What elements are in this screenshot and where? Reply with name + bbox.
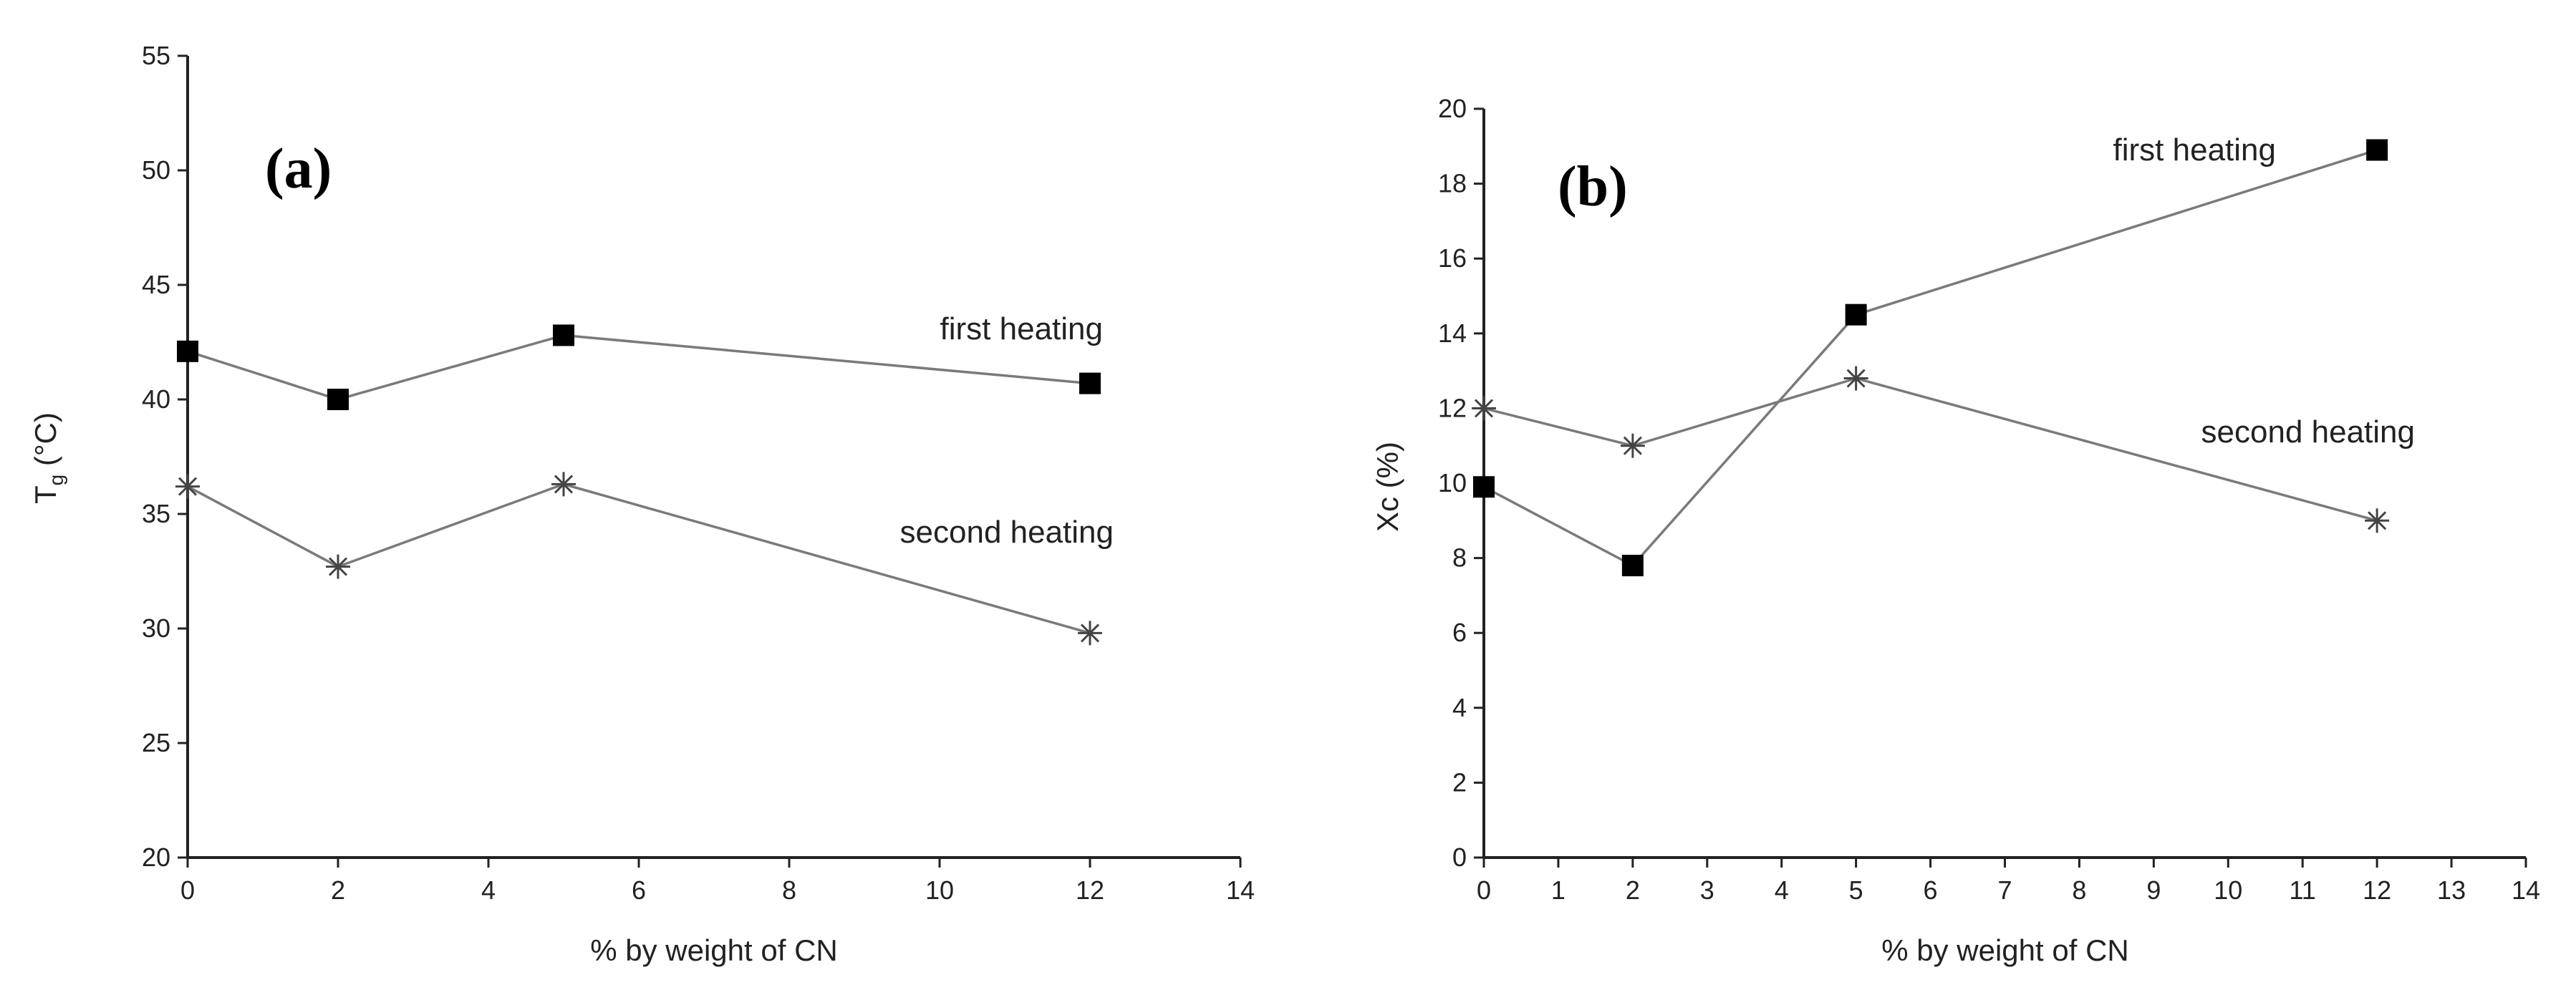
series-layer xyxy=(1472,139,2390,577)
asterisk-stroke xyxy=(1474,399,1494,418)
data-point-square xyxy=(2366,139,2388,161)
series-line-first-heating xyxy=(1483,148,2378,568)
data-point-square xyxy=(327,389,349,410)
y-tick-label: 10 xyxy=(1438,468,1467,497)
x-tick-label: 2 xyxy=(1626,875,1640,905)
x-tick-label: 14 xyxy=(2512,875,2540,905)
x-tick-label: 3 xyxy=(1700,875,1714,905)
y-tick-label: 2 xyxy=(1452,767,1467,797)
y-axis-title-unit: (°C) xyxy=(29,412,62,475)
data-point-asterisk xyxy=(1620,433,1645,458)
x-tick-label: 6 xyxy=(1924,875,1938,905)
y-tick-label: 0 xyxy=(1452,843,1467,872)
series-line-second-heating xyxy=(1483,377,2378,522)
y-tick-label: 55 xyxy=(142,41,170,70)
y-axis-title-main: T xyxy=(29,485,62,504)
data-point-square xyxy=(177,340,198,362)
data-point-square xyxy=(1079,372,1101,394)
y-tick-label: 45 xyxy=(142,270,170,299)
x-tick-label: 12 xyxy=(2363,875,2391,905)
y-tick-label: 4 xyxy=(1452,693,1467,722)
data-point-asterisk xyxy=(2365,508,2390,533)
data-point-square xyxy=(1845,304,1867,326)
x-tick-label: 11 xyxy=(2290,875,2316,905)
x-tick-label: 10 xyxy=(925,875,954,905)
x-tick-label: 4 xyxy=(1775,875,1789,905)
chart-panel-a: (a) 0 2 4 6 8 10 12 14 20 25 30 35 40 45 50 55 first h… xyxy=(29,41,1255,967)
x-tick-label: 8 xyxy=(2072,875,2086,905)
series-line-second-heating xyxy=(187,482,1091,635)
x-tick-label: 1 xyxy=(1551,875,1566,905)
y-tick-label: 14 xyxy=(1438,319,1467,348)
asterisk-stroke xyxy=(554,475,574,494)
x-ticks: 0 1 2 3 4 5 6 7 8 9 10 11 12 13 14 xyxy=(1477,858,2540,905)
asterisk-stroke xyxy=(2368,511,2387,530)
data-point-asterisk xyxy=(1843,366,1868,391)
x-tick-label: 9 xyxy=(2146,875,2161,905)
y-tick-label: 16 xyxy=(1438,243,1467,273)
panel-label-a: (a) xyxy=(265,137,332,200)
x-tick-label: 8 xyxy=(782,875,796,905)
annotation-first-heating: first heating xyxy=(940,311,1103,346)
y-tick-label: 20 xyxy=(1438,94,1467,123)
data-point-asterisk xyxy=(175,474,200,499)
chart-panel-b: (b) 0 1 2 3 4 5 6 7 8 9 10 11 12 13 14 024681012141618… xyxy=(1371,94,2540,967)
y-tick-label: 35 xyxy=(142,499,170,528)
x-tick-label: 2 xyxy=(331,875,345,905)
asterisk-stroke xyxy=(328,557,348,576)
panel-label-b: (b) xyxy=(1558,155,1628,218)
x-tick-label: 4 xyxy=(481,875,496,905)
annotation-second-heating: second heating xyxy=(900,515,1114,550)
x-tick-label: 10 xyxy=(2214,875,2242,905)
y-tick-label: 50 xyxy=(142,155,170,185)
x-tick-label: 6 xyxy=(632,875,646,905)
data-point-square xyxy=(553,324,574,346)
y-tick-label: 18 xyxy=(1438,169,1467,198)
y-tick-label: 25 xyxy=(142,728,170,757)
x-tick-label: 13 xyxy=(2437,875,2466,905)
x-axis-title: % by weight of CN xyxy=(1881,933,2128,967)
data-point-asterisk xyxy=(1472,396,1496,421)
annotation-second-heating: second heating xyxy=(2201,414,2415,450)
asterisk-stroke xyxy=(1846,369,1866,388)
x-tick-label: 5 xyxy=(1849,875,1863,905)
x-tick-label: 0 xyxy=(1477,875,1491,905)
y-axis-title: Tg (°C) xyxy=(29,412,67,504)
y-ticks: 0 2 4 6 8 10 12 14 16 18 20 xyxy=(1438,94,1484,872)
data-point-asterisk xyxy=(1078,621,1102,646)
x-tick-label: 0 xyxy=(180,875,195,905)
annotation-first-heating: first heating xyxy=(2113,132,2276,168)
x-axis-title: % by weight of CN xyxy=(590,933,837,967)
y-tick-label: 12 xyxy=(1438,393,1467,422)
y-axis-title: Xc (%) xyxy=(1371,442,1404,532)
series-line-first-heating xyxy=(187,334,1091,401)
x-tick-label: 7 xyxy=(1997,875,2012,905)
y-ticks: 20 25 30 35 40 45 50 55 xyxy=(142,41,188,872)
series-layer xyxy=(175,324,1102,646)
x-ticks: 0 2 4 6 8 10 12 14 xyxy=(180,858,1255,905)
asterisk-stroke xyxy=(1623,436,1642,455)
y-axis-title-sub: g xyxy=(45,475,67,486)
y-tick-label: 30 xyxy=(142,613,170,643)
data-point-asterisk xyxy=(551,472,576,497)
x-tick-label: 12 xyxy=(1076,875,1104,905)
data-point-square xyxy=(1621,555,1644,577)
data-point-asterisk xyxy=(326,554,350,579)
asterisk-stroke xyxy=(1080,623,1100,643)
data-point-square xyxy=(1473,476,1495,498)
y-tick-label: 6 xyxy=(1452,618,1467,647)
y-tick-label: 40 xyxy=(142,384,170,414)
x-tick-label: 14 xyxy=(1226,875,1255,905)
y-tick-label: 20 xyxy=(142,843,170,872)
y-tick-label: 8 xyxy=(1452,543,1467,573)
asterisk-stroke xyxy=(178,477,198,496)
